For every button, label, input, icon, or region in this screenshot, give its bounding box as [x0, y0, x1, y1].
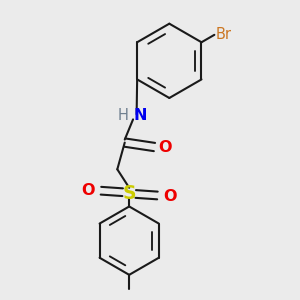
Text: O: O	[82, 183, 95, 198]
Text: N: N	[133, 108, 147, 123]
Text: O: O	[158, 140, 172, 154]
Text: H: H	[117, 108, 128, 123]
Text: O: O	[164, 189, 177, 204]
Text: Br: Br	[216, 27, 232, 42]
Text: S: S	[122, 184, 136, 202]
